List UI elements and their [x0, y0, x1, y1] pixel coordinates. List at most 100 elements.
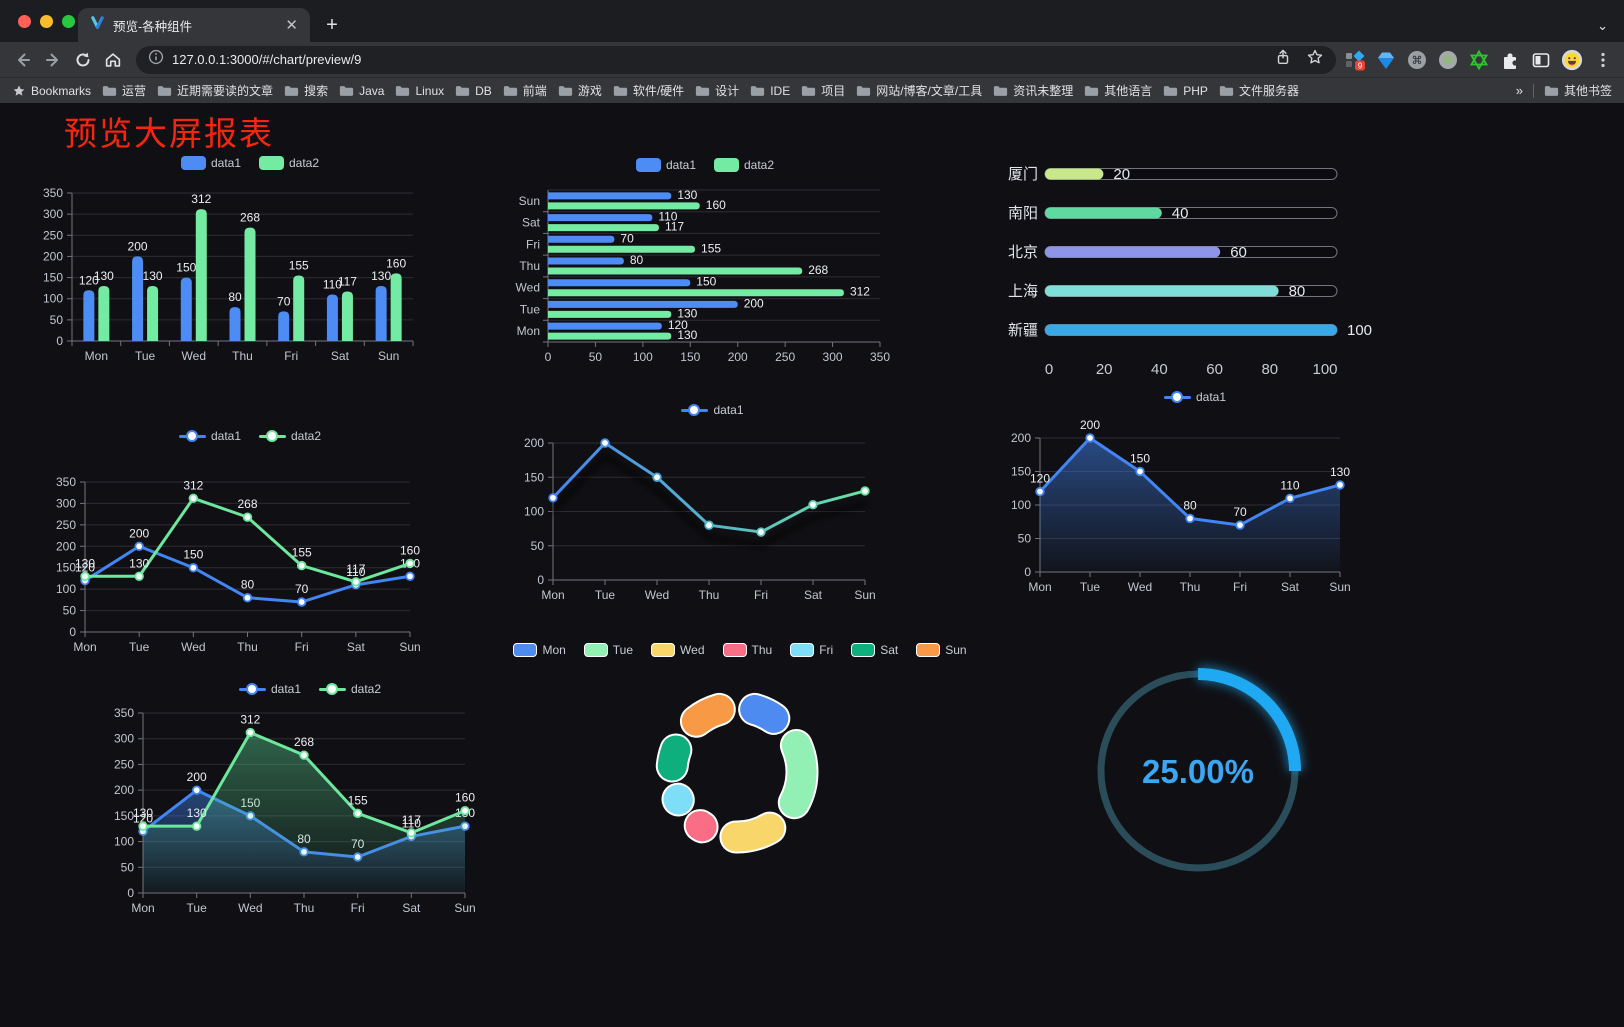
data-point — [756, 527, 766, 537]
area-fill — [1040, 438, 1340, 572]
point-value-label: 117 — [402, 813, 421, 827]
bar — [83, 290, 95, 341]
extension-green-dot-icon[interactable] — [1437, 49, 1459, 71]
svg-text:Thu: Thu — [237, 640, 258, 654]
legend-swatch — [651, 643, 676, 657]
bar-value-label: 117 — [338, 275, 357, 289]
bar-value-label: 120 — [79, 273, 99, 287]
bookmarks-overflow-chevron[interactable]: » — [1515, 83, 1523, 98]
legend-item-data1[interactable]: data1 — [178, 429, 241, 443]
svg-text:Wed: Wed — [238, 901, 262, 915]
profile-avatar[interactable] — [1561, 49, 1583, 71]
extension-green-star-icon[interactable] — [1468, 49, 1490, 71]
legend-item-data2[interactable]: data2 — [259, 429, 321, 443]
extension-grid-badge-icon[interactable]: 9 — [1344, 49, 1366, 71]
legend-item-data1[interactable]: data1 — [180, 156, 241, 170]
bookmarks-manager-item[interactable]: Bookmarks — [12, 84, 91, 98]
svg-text:0: 0 — [127, 886, 134, 900]
legend-label: data2 — [351, 682, 382, 696]
point-value-label: 155 — [292, 546, 312, 560]
bookmark-folder[interactable]: 运营 — [102, 82, 146, 99]
data-point — [134, 541, 144, 551]
data-point — [134, 571, 144, 581]
legend-swatch — [178, 429, 206, 443]
svg-text:Sat: Sat — [347, 640, 366, 654]
legend-item-data1[interactable]: data1 — [635, 158, 696, 172]
share-icon[interactable] — [1274, 48, 1292, 71]
new-tab-button[interactable]: + — [326, 14, 338, 36]
extensions-puzzle-icon[interactable] — [1499, 49, 1521, 71]
legend-label: data2 — [744, 158, 775, 172]
data-point — [138, 821, 148, 831]
extension-command-icon[interactable]: ⌘ — [1406, 49, 1428, 71]
legend-item-data1[interactable]: data1 — [238, 682, 301, 696]
legend-item-Sat[interactable]: Sat — [851, 643, 898, 657]
extension-gem-icon[interactable] — [1375, 49, 1397, 71]
home-button[interactable] — [98, 46, 128, 74]
point-value-label: 200 — [129, 526, 149, 540]
bookmark-star-icon[interactable] — [1306, 48, 1324, 71]
bookmark-folder[interactable]: 网站/博客/文章/工具 — [856, 82, 982, 99]
bookmark-folder[interactable]: Java — [339, 84, 384, 98]
bookmark-folder[interactable]: 搜索 — [284, 82, 328, 99]
bar-value-label: 312 — [191, 192, 211, 206]
legend-item-Sun[interactable]: Sun — [916, 643, 967, 657]
legend-item-Thu[interactable]: Thu — [722, 643, 772, 657]
maximize-window-button[interactable] — [62, 15, 75, 28]
svg-text:Sat: Sat — [1281, 580, 1300, 594]
svg-text:150: 150 — [1011, 465, 1031, 479]
bookmark-folder[interactable]: 前端 — [503, 82, 547, 99]
url-bar[interactable]: 127.0.0.1:3000/#/chart/preview/9 — [136, 45, 1336, 74]
bookmark-folder[interactable]: Linux — [395, 84, 444, 98]
legend-item-data2[interactable]: data2 — [714, 158, 774, 172]
tab-search-chevron-icon[interactable]: ⌄ — [1597, 18, 1608, 33]
point-value-label: 70 — [1233, 505, 1247, 519]
bookmark-folder[interactable]: 项目 — [801, 82, 845, 99]
bar-value-label: 70 — [277, 294, 291, 308]
bar — [548, 289, 844, 297]
bookmark-folder[interactable]: 资讯未整理 — [993, 82, 1073, 99]
legend-item-data2[interactable]: data2 — [319, 682, 381, 696]
side-panel-icon[interactable] — [1530, 49, 1552, 71]
minimize-window-button[interactable] — [40, 15, 53, 28]
legend-item-data1[interactable]: data1 — [1163, 390, 1226, 404]
legend-item-Mon[interactable]: Mon — [513, 643, 566, 657]
site-info-icon[interactable] — [148, 49, 164, 70]
svg-text:Sat: Sat — [522, 216, 541, 230]
reload-button[interactable] — [68, 46, 98, 74]
forward-button[interactable] — [38, 46, 68, 74]
other-bookmarks-folder[interactable]: 其他书签 — [1544, 82, 1612, 99]
bar-value-label: 155 — [289, 258, 309, 272]
folder-icon — [456, 85, 470, 96]
svg-text:300: 300 — [114, 732, 134, 746]
bookmark-folder[interactable]: 文件服务器 — [1219, 82, 1299, 99]
bookmark-folder[interactable]: IDE — [750, 84, 790, 98]
browser-tab[interactable]: 预览-各种组件 ✕ — [78, 8, 310, 42]
bookmark-folder[interactable]: 设计 — [695, 82, 739, 99]
bookmark-folder[interactable]: PHP — [1163, 84, 1208, 98]
legend-item-data2[interactable]: data2 — [259, 156, 319, 170]
legend-item-Tue[interactable]: Tue — [583, 643, 633, 657]
bar-value-label: 70 — [620, 231, 634, 245]
bookmark-folder[interactable]: 近期需要读的文章 — [157, 82, 273, 99]
point-value-label: 80 — [1183, 498, 1197, 512]
data-point — [242, 512, 253, 522]
back-button[interactable] — [8, 46, 38, 74]
legend-item-Wed[interactable]: Wed — [651, 643, 705, 657]
bookmark-folder[interactable]: 其他语言 — [1084, 82, 1152, 99]
chart-canvas: 25.00% — [1097, 666, 1303, 872]
pie-slice-Mon — [740, 694, 789, 733]
legend-item-data1[interactable]: data1 — [681, 403, 744, 417]
data-point — [808, 499, 818, 510]
svg-text:50: 50 — [121, 860, 135, 874]
legend-swatch — [790, 643, 815, 657]
point-value-label: 70 — [295, 582, 309, 596]
legend-item-Fri[interactable]: Fri — [790, 643, 833, 657]
bookmark-folder[interactable]: 软件/硬件 — [613, 82, 684, 99]
bookmark-folder[interactable]: 游戏 — [558, 82, 602, 99]
close-window-button[interactable] — [18, 15, 31, 28]
bookmark-folder[interactable]: DB — [455, 84, 492, 98]
tab-close-icon[interactable]: ✕ — [285, 16, 298, 34]
bar — [548, 202, 700, 210]
browser-menu-icon[interactable] — [1592, 49, 1614, 71]
